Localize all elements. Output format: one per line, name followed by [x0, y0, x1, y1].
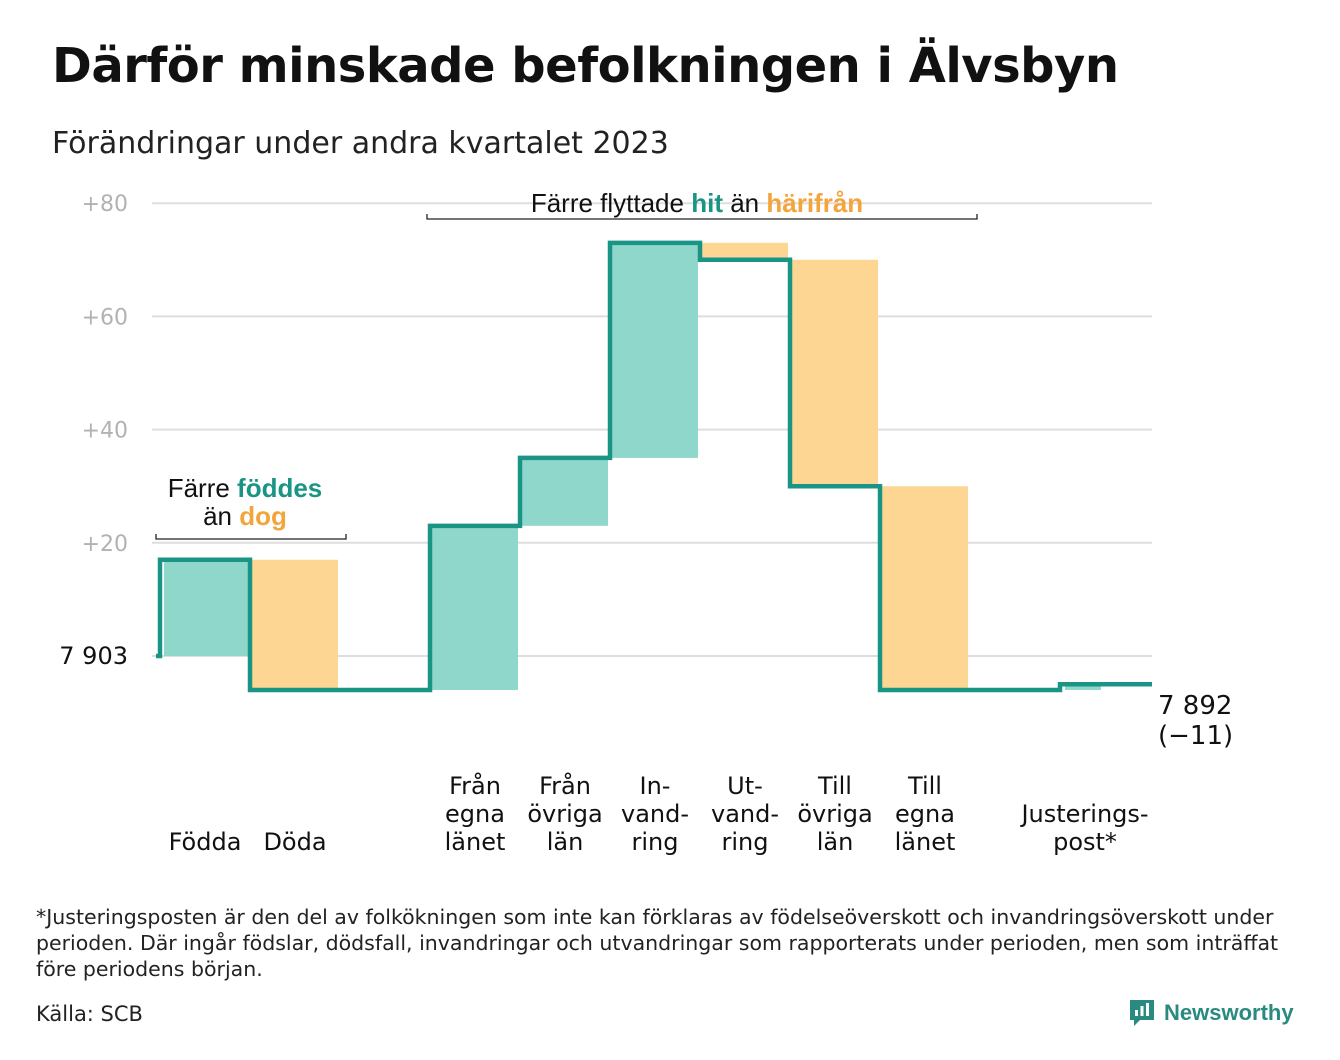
bar-från-egna-länet [432, 525, 518, 690]
source-note: Källa: SCB [36, 1002, 143, 1026]
bar-utvandring [702, 242, 788, 260]
brand-name: Newsworthy [1164, 1000, 1294, 1025]
annotation-births: Färre föddes [168, 473, 323, 503]
y-tick-label: +40 [82, 419, 128, 444]
bar-till-egna-länet [882, 486, 968, 690]
bar-från-övriga-län [522, 457, 608, 526]
bar-invandring [612, 242, 698, 458]
chart-subtitle: Förändringar under andra kvartalet 2023 [52, 126, 669, 161]
bar-döda [252, 559, 338, 690]
category-label: Födda [169, 828, 242, 856]
annotation-bracket [155, 534, 347, 540]
y-tick-label: +20 [82, 532, 128, 557]
brand-logo: Newsworthy [1128, 998, 1294, 1028]
waterfall-chart: +80 +60 +40 +20 7 903 Födda Döda Från egna länet… [59, 188, 1233, 856]
bar-till-övriga-län [792, 259, 878, 487]
cumulative-step-line [156, 240, 1152, 693]
end-value-label: 7 892 [1158, 691, 1232, 721]
y-tick-label: +80 [82, 192, 128, 217]
annotation-births: än dog [203, 501, 287, 531]
category-label: In-vand-ring [621, 772, 689, 856]
bars [164, 242, 1101, 690]
y-tick-label: +60 [82, 305, 128, 330]
category-label: Döda [263, 828, 326, 856]
step-line-layer [156, 240, 1152, 693]
category-label: Från övriga län [527, 771, 602, 856]
category-label: Ut-vand-ring [711, 772, 779, 856]
bar-justeringspost- [1065, 684, 1101, 690]
chart-title: Därför minskade befolkningen i Älvsbyn [52, 38, 1119, 94]
category-label: Till övriga län [797, 772, 872, 856]
category-labels: Födda Döda Från egna länet Från övriga län In-va… [169, 771, 1149, 856]
value-labels: 7 892(−11) [1158, 691, 1233, 751]
start-value-label: 7 903 [59, 642, 128, 670]
category-label: Justerings-post* [1019, 800, 1148, 856]
category-label: Från egna länet [445, 771, 506, 856]
category-label: Till egna länet [895, 772, 956, 856]
bar-födda [164, 559, 250, 656]
annotation-bracket [426, 214, 978, 220]
y-axis-ticks: +80 +60 +40 +20 7 903 [59, 192, 128, 670]
end-change-label: (−11) [1158, 721, 1233, 751]
footnote: *Justeringsposten är den del av folkökni… [36, 905, 1279, 981]
newsworthy-logo-icon [1130, 1000, 1154, 1026]
annotation-moves: Färre flyttade hit än härifrån [531, 188, 863, 218]
